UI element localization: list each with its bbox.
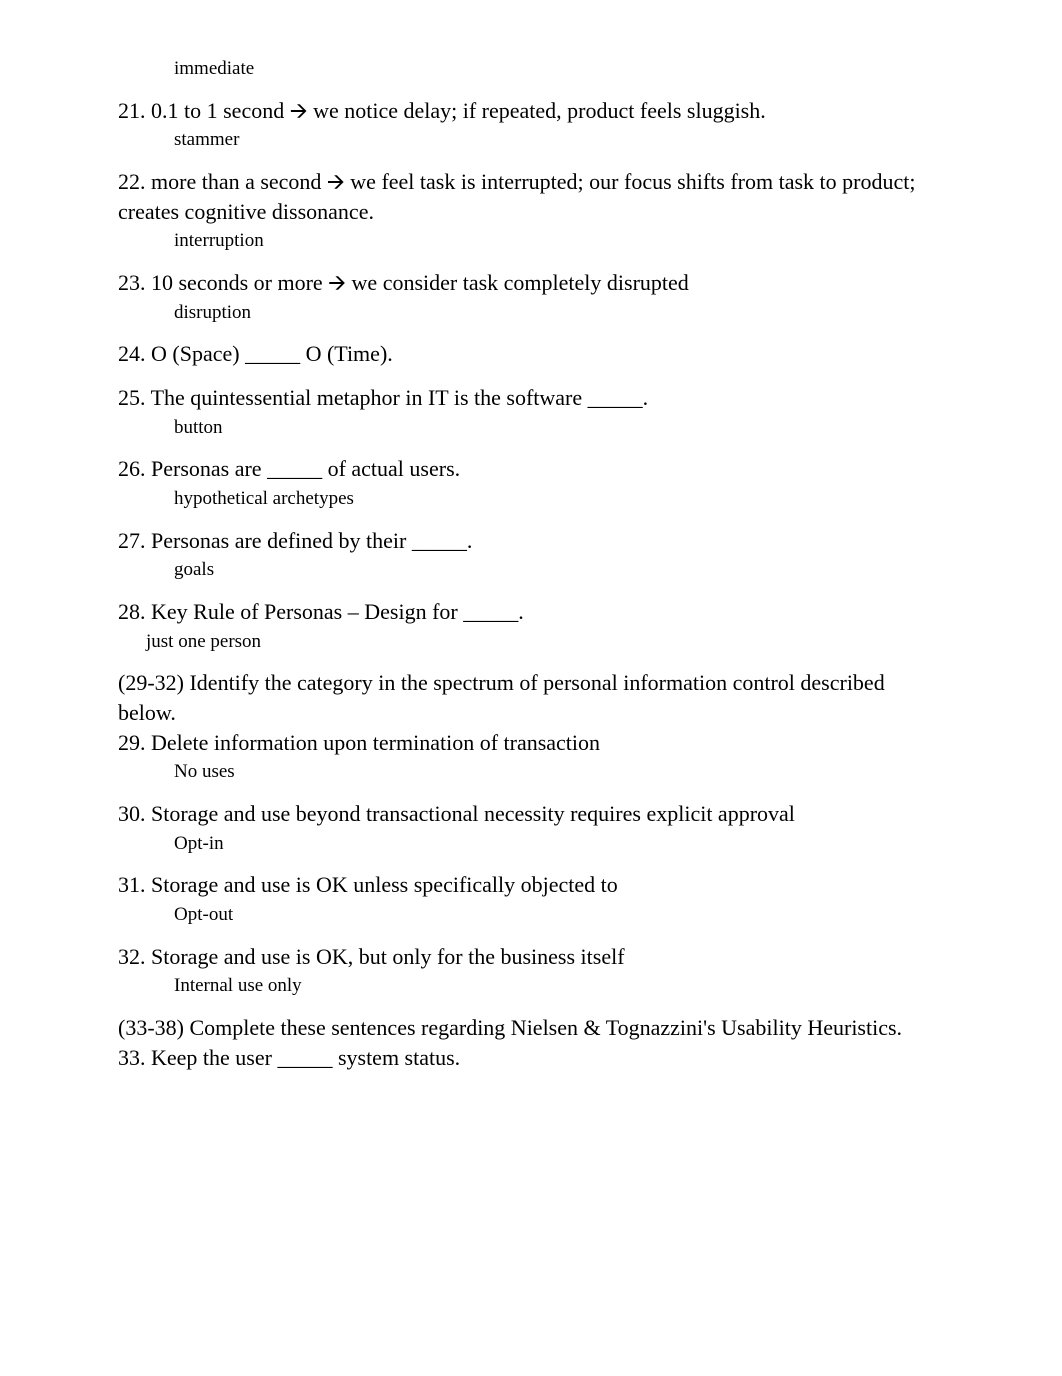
answer-29: No uses: [118, 759, 944, 785]
question-29: 29. Delete information upon termination …: [118, 728, 944, 758]
question-23: 23. 10 seconds or more 🡪 we consider tas…: [118, 268, 944, 298]
answer-22: interruption: [118, 228, 944, 254]
answer-20: immediate: [118, 56, 944, 82]
question-31: 31. Storage and use is OK unless specifi…: [118, 870, 944, 900]
answer-31: Opt-out: [118, 902, 944, 928]
answer-28: just one person: [118, 629, 944, 655]
question-33: 33. Keep the user _____ system status.: [118, 1043, 944, 1073]
question-32: 32. Storage and use is OK, but only for …: [118, 942, 944, 972]
answer-27: goals: [118, 557, 944, 583]
section-33-38: (33-38) Complete these sentences regardi…: [118, 1013, 944, 1043]
question-22-text: 22. more than a second 🡪 we feel task is…: [118, 169, 915, 224]
answer-23: disruption: [118, 300, 944, 326]
answer-30: Opt-in: [118, 831, 944, 857]
question-22: 22. more than a second 🡪 we feel task is…: [118, 167, 944, 226]
answer-26: hypothetical archetypes: [118, 486, 944, 512]
question-25: 25. The quintessential metaphor in IT is…: [118, 383, 944, 413]
answer-21: stammer: [118, 127, 944, 153]
section-29-32: (29-32) Identify the category in the spe…: [118, 668, 944, 727]
answer-32: Internal use only: [118, 973, 944, 999]
question-28: 28. Key Rule of Personas – Design for __…: [118, 597, 944, 627]
answer-25: button: [118, 415, 944, 441]
question-30: 30. Storage and use beyond transactional…: [118, 799, 944, 829]
question-26: 26. Personas are _____ of actual users.: [118, 454, 944, 484]
question-27: 27. Personas are defined by their _____.: [118, 526, 944, 556]
question-21: 21. 0.1 to 1 second 🡪 we notice delay; i…: [118, 96, 944, 126]
question-24: 24. O (Space) _____ O (Time).: [118, 339, 944, 369]
